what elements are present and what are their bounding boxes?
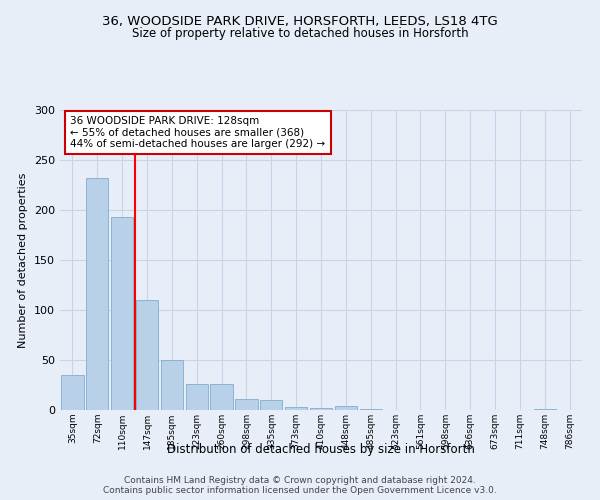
- Text: Contains public sector information licensed under the Open Government Licence v3: Contains public sector information licen…: [103, 486, 497, 495]
- Bar: [310, 408, 332, 410]
- Bar: [285, 407, 307, 410]
- Text: Contains HM Land Registry data © Crown copyright and database right 2024.: Contains HM Land Registry data © Crown c…: [124, 476, 476, 485]
- Bar: [235, 399, 257, 410]
- Text: Size of property relative to detached houses in Horsforth: Size of property relative to detached ho…: [131, 28, 469, 40]
- Text: 36, WOODSIDE PARK DRIVE, HORSFORTH, LEEDS, LS18 4TG: 36, WOODSIDE PARK DRIVE, HORSFORTH, LEED…: [102, 15, 498, 28]
- Text: Distribution of detached houses by size in Horsforth: Distribution of detached houses by size …: [167, 442, 475, 456]
- Bar: [86, 178, 109, 410]
- Bar: [111, 217, 133, 410]
- Bar: [359, 409, 382, 410]
- Bar: [185, 384, 208, 410]
- Bar: [161, 360, 183, 410]
- Y-axis label: Number of detached properties: Number of detached properties: [19, 172, 28, 348]
- Bar: [533, 409, 556, 410]
- Bar: [61, 375, 83, 410]
- Bar: [211, 384, 233, 410]
- Bar: [260, 400, 283, 410]
- Bar: [136, 300, 158, 410]
- Bar: [335, 406, 357, 410]
- Text: 36 WOODSIDE PARK DRIVE: 128sqm
← 55% of detached houses are smaller (368)
44% of: 36 WOODSIDE PARK DRIVE: 128sqm ← 55% of …: [70, 116, 326, 149]
